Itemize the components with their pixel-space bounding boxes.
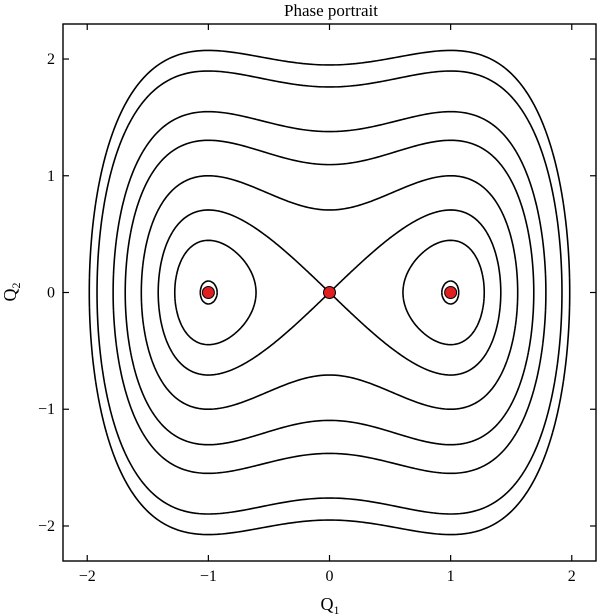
x-axis: −2 −1 0 1 2 bbox=[79, 24, 576, 585]
y-tick-label: −1 bbox=[38, 401, 55, 418]
x-tick-label: 0 bbox=[326, 568, 334, 585]
contour-line bbox=[112, 110, 547, 475]
x-tick-label: 1 bbox=[447, 568, 455, 585]
equilibrium-point bbox=[444, 286, 458, 299]
contour-line bbox=[173, 239, 486, 346]
y-axis-label: Q2 bbox=[0, 283, 23, 302]
chart-title: Phase portrait bbox=[284, 1, 378, 20]
equilibrium-point bbox=[201, 286, 215, 299]
equilibrium-point bbox=[323, 286, 336, 299]
x-tick-label: −2 bbox=[79, 568, 96, 585]
x-tick-label: −1 bbox=[200, 568, 217, 585]
y-tick-label: 0 bbox=[47, 285, 55, 302]
contour-line bbox=[124, 139, 535, 446]
contour-line bbox=[140, 174, 519, 411]
y-axis: −2 −1 0 1 2 bbox=[38, 51, 596, 535]
equilibrium-points bbox=[201, 286, 458, 299]
x-tick-label: 2 bbox=[568, 568, 576, 585]
y-tick-label: 1 bbox=[47, 168, 55, 185]
contour-line bbox=[96, 70, 563, 515]
y-tick-label: −2 bbox=[38, 518, 55, 535]
contour-line bbox=[199, 280, 460, 305]
contour-lines bbox=[88, 49, 571, 536]
y-tick-label: 2 bbox=[47, 51, 55, 68]
x-axis-label: Q1 bbox=[321, 594, 340, 616]
contour-line bbox=[157, 209, 502, 376]
contour-line bbox=[88, 49, 571, 536]
